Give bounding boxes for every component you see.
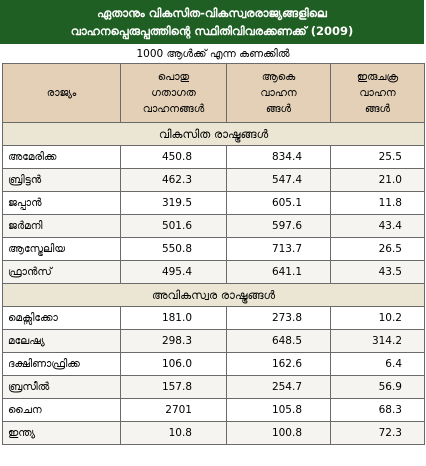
country-cell: മെക്സിക്കോ (2, 306, 121, 330)
public-transport-cell: 495.4 (120, 260, 227, 284)
group-label: വികസിത രാഷ്ട്രങ്ങൾ (2, 122, 425, 146)
table-row: ജർമനി 501.6 597.6 43.4 (2, 214, 425, 238)
total-vehicles-cell: 162.6 (226, 352, 331, 376)
public-transport-cell: 462.3 (120, 168, 227, 192)
header-two-wheelers: ഇരുചക്ര വാഹന ങ്ങൾ (330, 63, 425, 123)
header-total-line-1: ആകെ (261, 71, 296, 83)
total-vehicles-cell: 547.4 (226, 168, 331, 192)
header-two-line-1: ഇരുചക്ര (356, 71, 399, 83)
total-vehicles-cell: 105.8 (226, 398, 331, 422)
table-row: അമേരിക്ക 450.8 834.4 25.5 (2, 145, 425, 169)
total-vehicles-cell: 254.7 (226, 375, 331, 399)
table-row: ബ്രിട്ടൻ 462.3 547.4 21.0 (2, 168, 425, 192)
public-transport-cell: 10.8 (120, 421, 227, 445)
title-line-1: ഏതാനും വികസിത-വികസ്വരരാജ്യങ്ങളിലെ (97, 6, 327, 20)
header-public-line-1: പൊതു (157, 71, 190, 83)
two-wheelers-cell: 56.9 (330, 375, 425, 399)
table-title: ഏതാനും വികസിത-വികസ്വരരാജ്യങ്ങളിലെ വാഹനപ്… (0, 0, 424, 44)
total-vehicles-cell: 648.5 (226, 329, 331, 353)
table-row: മലേഷ്യ 298.3 648.5 314.2 (2, 329, 425, 353)
table-row: ചൈന 2701 105.8 68.3 (2, 398, 425, 422)
public-transport-cell: 550.8 (120, 237, 227, 261)
public-transport-cell: 181.0 (120, 306, 227, 330)
total-vehicles-cell: 273.8 (226, 306, 331, 330)
table-row: ഇന്ത്യ 10.8 100.8 72.3 (2, 421, 425, 445)
header-total-vehicles: ആകെ വാഹന ങ്ങൾ (226, 63, 331, 123)
two-wheelers-cell: 21.0 (330, 168, 425, 192)
group-row-developed: വികസിത രാഷ്ട്രങ്ങൾ (2, 122, 425, 146)
table-row: ബ്രസീൽ 157.8 254.7 56.9 (2, 375, 425, 399)
total-vehicles-cell: 605.1 (226, 191, 331, 215)
public-transport-cell: 319.5 (120, 191, 227, 215)
group-row-developing: അവികസ്വര രാഷ്ട്രങ്ങൾ (2, 283, 425, 307)
table-row: മെക്സിക്കോ 181.0 273.8 10.2 (2, 306, 425, 330)
two-wheelers-cell: 10.2 (330, 306, 425, 330)
total-vehicles-cell: 597.6 (226, 214, 331, 238)
country-cell: ബ്രസീൽ (2, 375, 121, 399)
header-row: രാജ്യം പൊതു ഗതാഗത വാഹനങ്ങൾ ആകെ വാഹന ങ്ങൾ… (2, 63, 425, 123)
two-wheelers-cell: 314.2 (330, 329, 425, 353)
country-cell: മലേഷ്യ (2, 329, 121, 353)
country-cell: ആസ്ട്രേലിയ (2, 237, 121, 261)
header-country: രാജ്യം (2, 63, 121, 123)
country-cell: ജപ്പാൻ (2, 191, 121, 215)
public-transport-cell: 2701 (120, 398, 227, 422)
country-cell: ദക്ഷിണാഫ്രിക്ക (2, 352, 121, 376)
public-transport-cell: 157.8 (120, 375, 227, 399)
country-cell: ബ്രിട്ടൻ (2, 168, 121, 192)
country-cell: ഇന്ത്യ (2, 421, 121, 445)
total-vehicles-cell: 713.7 (226, 237, 331, 261)
total-vehicles-cell: 100.8 (226, 421, 331, 445)
group-label: അവികസ്വര രാഷ്ട്രങ്ങൾ (2, 283, 425, 307)
two-wheelers-cell: 26.5 (330, 237, 425, 261)
header-public-transport: പൊതു ഗതാഗത വാഹനങ്ങൾ (120, 63, 227, 123)
table-row: ആസ്ട്രേലിയ 550.8 713.7 26.5 (2, 237, 425, 261)
two-wheelers-cell: 11.8 (330, 191, 425, 215)
header-total-line-3: ങ്ങൾ (265, 103, 292, 115)
title-line-2: വാഹനപ്പെരുപ്പത്തിന്റെ സ്ഥിതിവിവരക്കണക്ക്… (70, 24, 354, 38)
public-transport-cell: 298.3 (120, 329, 227, 353)
country-cell: ചൈന (2, 398, 121, 422)
public-transport-cell: 106.0 (120, 352, 227, 376)
public-transport-cell: 450.8 (120, 145, 227, 169)
two-wheelers-cell: 72.3 (330, 421, 425, 445)
country-cell: അമേരിക്ക (2, 145, 121, 169)
two-wheelers-cell: 68.3 (330, 398, 425, 422)
table-row: ദക്ഷിണാഫ്രിക്ക 106.0 162.6 6.4 (2, 352, 425, 376)
public-transport-cell: 501.6 (120, 214, 227, 238)
two-wheelers-cell: 6.4 (330, 352, 425, 376)
two-wheelers-cell: 25.5 (330, 145, 425, 169)
header-total-line-2: വാഹന (260, 87, 297, 99)
table-row: ഫ്രാൻസ് 495.4 641.1 43.5 (2, 260, 425, 284)
header-public-line-3: വാഹനങ്ങൾ (142, 103, 205, 115)
table-row: ജപ്പാൻ 319.5 605.1 11.8 (2, 191, 425, 215)
header-two-line-2: വാഹന (359, 87, 396, 99)
vehicle-statistics-table: രാജ്യം പൊതു ഗതാഗത വാഹനങ്ങൾ ആകെ വാഹന ങ്ങൾ… (2, 63, 425, 445)
unit-note: 1000 ആൾക്ക് എന്ന കണക്കിൽ (136, 48, 290, 60)
country-cell: ജർമനി (2, 214, 121, 238)
header-public-line-2: ഗതാഗത (151, 87, 196, 99)
header-two-line-3: ങ്ങൾ (364, 103, 391, 115)
total-vehicles-cell: 641.1 (226, 260, 331, 284)
two-wheelers-cell: 43.5 (330, 260, 425, 284)
country-cell: ഫ്രാൻസ് (2, 260, 121, 284)
two-wheelers-cell: 43.4 (330, 214, 425, 238)
total-vehicles-cell: 834.4 (226, 145, 331, 169)
